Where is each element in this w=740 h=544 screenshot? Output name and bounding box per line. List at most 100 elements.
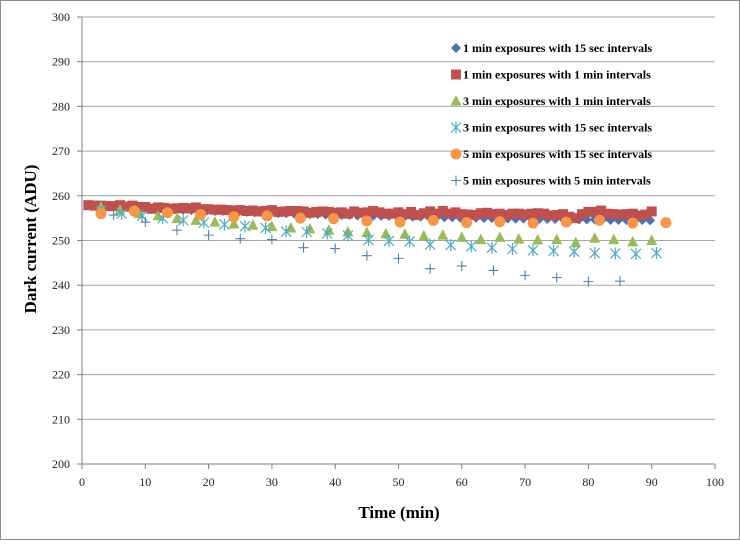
data-point: [342, 229, 354, 242]
y-tick-labels: 200 210 220 230 240 250 260 270 280 290 300: [52, 10, 70, 471]
y-tick-label: 210: [52, 412, 70, 426]
legend-entry: 5 min exposures with 15 sec intervals: [450, 147, 652, 161]
data-point: [128, 205, 140, 217]
data-point: [564, 211, 575, 222]
data-point: [261, 210, 273, 222]
data-point: [152, 202, 163, 213]
data-point: [461, 217, 473, 229]
y-tick-label: 200: [52, 457, 70, 471]
data-point: [583, 206, 594, 217]
data-point: [427, 214, 439, 226]
data-point: [323, 224, 335, 235]
data-point: [526, 208, 537, 219]
data-point: [235, 233, 246, 244]
y-tick-label: 220: [52, 368, 70, 382]
data-point: [203, 230, 214, 241]
data-point: [551, 233, 563, 245]
data-point: [121, 201, 132, 212]
data-point: [532, 208, 543, 219]
data-point: [383, 234, 395, 247]
data-point: [190, 214, 202, 225]
data-point: [570, 213, 581, 224]
legend-entry: 5 min exposures with 5 min intervals: [451, 174, 651, 188]
data-point: [494, 231, 506, 242]
data-point: [83, 200, 94, 211]
data-point: [254, 206, 265, 217]
data-point: [418, 230, 430, 241]
data-point: [195, 209, 207, 221]
y-tick-label: 300: [52, 10, 70, 24]
y-axis-title: Dark current (ADU): [21, 165, 40, 314]
y-tick-label: 280: [52, 99, 70, 113]
legend-marker: [451, 43, 461, 53]
data-point: [228, 205, 239, 216]
x-tick-label: 30: [266, 475, 278, 489]
y-tick-label: 240: [52, 278, 70, 292]
data-point: [363, 234, 374, 247]
legend-entry: 3 min exposures with 1 min intervals: [450, 94, 651, 108]
data-point: [494, 216, 506, 228]
data-point: [532, 234, 544, 245]
data-point: [463, 209, 474, 220]
data-point: [551, 272, 562, 283]
data-point: [294, 212, 306, 224]
data-point: [280, 225, 292, 238]
data-point: [171, 203, 182, 214]
data-point: [399, 228, 411, 239]
data-point: [247, 219, 259, 230]
data-point: [285, 205, 296, 216]
series-2-points: [83, 200, 657, 224]
data-point: [404, 235, 416, 248]
data-point: [548, 244, 560, 257]
data-point: [209, 204, 220, 215]
legend-label: 1 min exposures with 15 sec intervals: [463, 41, 652, 55]
data-point: [577, 209, 588, 220]
data-point: [301, 226, 313, 239]
data-point: [425, 206, 436, 217]
x-tick-label: 60: [456, 475, 468, 489]
legend-marker: [450, 95, 462, 106]
data-point: [615, 276, 626, 287]
data-point: [539, 208, 550, 219]
data-point: [589, 247, 601, 260]
x-tick-label: 70: [519, 475, 531, 489]
x-tick-label: 90: [646, 475, 658, 489]
legend-marker: [451, 175, 461, 186]
data-point: [545, 210, 556, 221]
data-point: [418, 208, 429, 219]
data-point: [380, 208, 391, 219]
data-point: [190, 202, 201, 213]
data-point: [330, 207, 341, 218]
data-point: [216, 204, 227, 215]
data-point: [621, 209, 632, 220]
y-tick-label: 260: [52, 189, 70, 203]
data-point: [374, 207, 385, 218]
legend-label: 5 min exposures with 5 min intervals: [463, 174, 651, 188]
data-point: [152, 209, 164, 221]
data-point: [241, 205, 252, 216]
data-point: [651, 247, 662, 260]
data-points: [83, 200, 672, 287]
data-point: [406, 206, 417, 217]
data-point: [330, 243, 341, 254]
x-tick-label: 100: [706, 475, 724, 489]
data-point: [178, 202, 189, 213]
data-point: [298, 206, 309, 217]
data-point: [209, 216, 221, 227]
data-point: [520, 209, 531, 220]
data-point: [431, 208, 442, 219]
data-point: [161, 207, 173, 219]
legend-label: 1 min exposures with 1 min intervals: [463, 68, 651, 82]
data-point: [197, 204, 208, 215]
axes: [77, 16, 716, 469]
data-point: [228, 217, 240, 229]
data-point: [203, 204, 214, 215]
y-tick-label: 290: [52, 55, 70, 69]
data-point: [127, 200, 138, 211]
data-point: [171, 225, 182, 236]
data-point: [596, 205, 607, 216]
data-point: [177, 214, 189, 227]
data-point: [393, 207, 404, 218]
data-point: [219, 218, 230, 231]
data-point: [171, 212, 183, 224]
